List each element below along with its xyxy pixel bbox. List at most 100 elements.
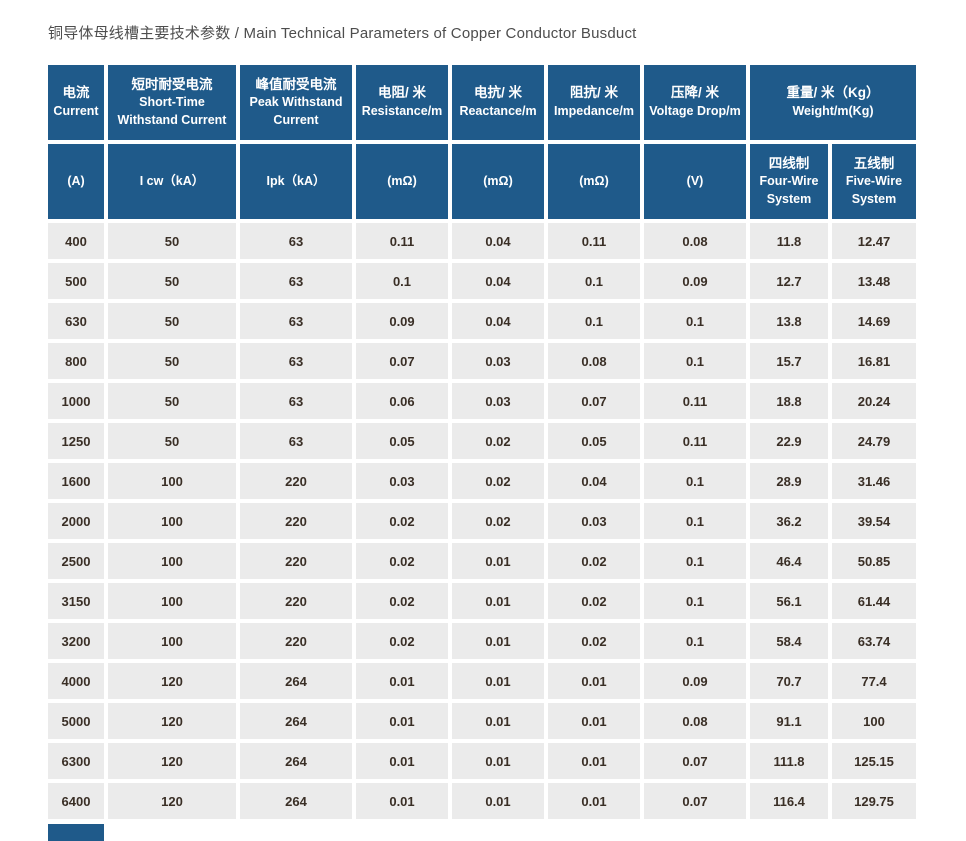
data-value: 0.11	[356, 223, 448, 259]
data-value: 63	[240, 343, 352, 379]
data-value: 31.46	[832, 463, 916, 499]
data-value: 0.1	[644, 583, 746, 619]
table-header-row-1: 电流 Current 短时耐受电流 Short-Time Withstand C…	[48, 65, 916, 140]
data-value: 129.75	[832, 783, 916, 819]
subheader-reactance-unit: (mΩ)	[452, 144, 544, 219]
data-value: 0.01	[548, 783, 640, 819]
header-resistance-en: Resistance/m	[361, 104, 443, 119]
data-value: 0.1	[548, 303, 640, 339]
data-value: 0.01	[356, 783, 448, 819]
row-current-value: 5000	[48, 703, 104, 739]
data-value: 0.07	[548, 383, 640, 419]
data-value: 0.09	[356, 303, 448, 339]
data-value: 50	[108, 343, 236, 379]
data-value: 0.01	[548, 703, 640, 739]
subheader-five-wire-en2: System	[851, 191, 897, 206]
data-value: 0.02	[548, 543, 640, 579]
data-value: 0.1	[644, 623, 746, 659]
row-current-value: 2000	[48, 503, 104, 539]
data-value: 50	[108, 263, 236, 299]
subheader-current-unit: (A)	[48, 144, 104, 219]
header-weight-cn: 重量/ 米（Kg）	[786, 85, 880, 101]
row-current-value: 1600	[48, 463, 104, 499]
data-value: 0.03	[452, 383, 544, 419]
data-value: 0.1	[644, 303, 746, 339]
row-current-value: 630	[48, 303, 104, 339]
data-value: 46.4	[750, 543, 828, 579]
data-value: 14.69	[832, 303, 916, 339]
data-value: 264	[240, 783, 352, 819]
data-value: 0.03	[452, 343, 544, 379]
data-value: 0.04	[452, 303, 544, 339]
data-value: 0.01	[548, 743, 640, 779]
data-value: 220	[240, 463, 352, 499]
data-value: 100	[108, 583, 236, 619]
header-current: 电流 Current	[48, 65, 104, 140]
data-value: 18.8	[750, 383, 828, 419]
data-value: 11.8	[750, 223, 828, 259]
data-value: 0.02	[548, 583, 640, 619]
data-value: 12.47	[832, 223, 916, 259]
data-value: 0.07	[356, 343, 448, 379]
data-value: 77.4	[832, 663, 916, 699]
data-value: 0.1	[644, 343, 746, 379]
data-value: 100	[832, 703, 916, 739]
subheader-resistance-unit-text: (mΩ)	[387, 173, 417, 188]
subheader-voltage-unit: (V)	[644, 144, 746, 219]
data-value: 22.9	[750, 423, 828, 459]
data-value: 58.4	[750, 623, 828, 659]
data-value: 63.74	[832, 623, 916, 659]
data-value: 100	[108, 503, 236, 539]
data-value: 12.7	[750, 263, 828, 299]
row-current-value: 3150	[48, 583, 104, 619]
data-value: 0.02	[356, 503, 448, 539]
data-value: 0.01	[452, 623, 544, 659]
data-value: 61.44	[832, 583, 916, 619]
header-voltage-drop: 压降/ 米 Voltage Drop/m	[644, 65, 746, 140]
data-value: 220	[240, 543, 352, 579]
data-value: 0.08	[644, 223, 746, 259]
data-value: 39.54	[832, 503, 916, 539]
data-value: 0.1	[356, 263, 448, 299]
row-current-value: 500	[48, 263, 104, 299]
data-value: 0.02	[356, 623, 448, 659]
header-short-time-en: Short-Time Withstand Current	[117, 95, 227, 127]
data-value: 0.01	[548, 663, 640, 699]
header-peak-withstand-current: 峰值耐受电流 Peak Withstand Current	[240, 65, 352, 140]
row-current-value: 1250	[48, 423, 104, 459]
data-value: 0.02	[356, 583, 448, 619]
data-value: 0.02	[452, 423, 544, 459]
data-value: 0.01	[452, 583, 544, 619]
data-value: 0.1	[548, 263, 640, 299]
row-current-value: 400	[48, 223, 104, 259]
data-value: 70.7	[750, 663, 828, 699]
data-value: 220	[240, 583, 352, 619]
subheader-four-wire-system: 四线制 Four-Wire System	[750, 144, 828, 219]
data-value: 24.79	[832, 423, 916, 459]
table-body: 400 50 63 0.11 0.04 0.11 0.08 11.8 12.47 500 50 63 0…	[48, 223, 916, 819]
header-weight: 重量/ 米（Kg） Weight/m(Kg)	[750, 65, 916, 140]
data-value: 0.1	[644, 503, 746, 539]
subheader-ipk-unit: Ipk（kA）	[240, 144, 352, 219]
header-short-time-withstand-current: 短时耐受电流 Short-Time Withstand Current	[108, 65, 236, 140]
data-value: 0.03	[356, 463, 448, 499]
data-value: 0.06	[356, 383, 448, 419]
data-value: 0.1	[644, 543, 746, 579]
data-value: 50.85	[832, 543, 916, 579]
data-value: 0.11	[644, 423, 746, 459]
data-value: 0.01	[452, 663, 544, 699]
header-impedance-en: Impedance/m	[554, 104, 634, 119]
parameters-table: 电流 Current 短时耐受电流 Short-Time Withstand C…	[48, 65, 916, 819]
data-value: 0.07	[644, 783, 746, 819]
data-value: 100	[108, 463, 236, 499]
header-current-cn: 电流	[62, 85, 90, 101]
header-impedance: 阻抗/ 米 Impedance/m	[548, 65, 640, 140]
header-reactance-cn: 电抗/ 米	[473, 85, 522, 101]
subheader-resistance-unit: (mΩ)	[356, 144, 448, 219]
data-value: 50	[108, 303, 236, 339]
data-value: 120	[108, 703, 236, 739]
page-title: 铜导体母线槽主要技术参数 / Main Technical Parameters…	[48, 25, 637, 42]
data-value: 63	[240, 263, 352, 299]
header-short-time-cn: 短时耐受电流	[131, 76, 213, 92]
